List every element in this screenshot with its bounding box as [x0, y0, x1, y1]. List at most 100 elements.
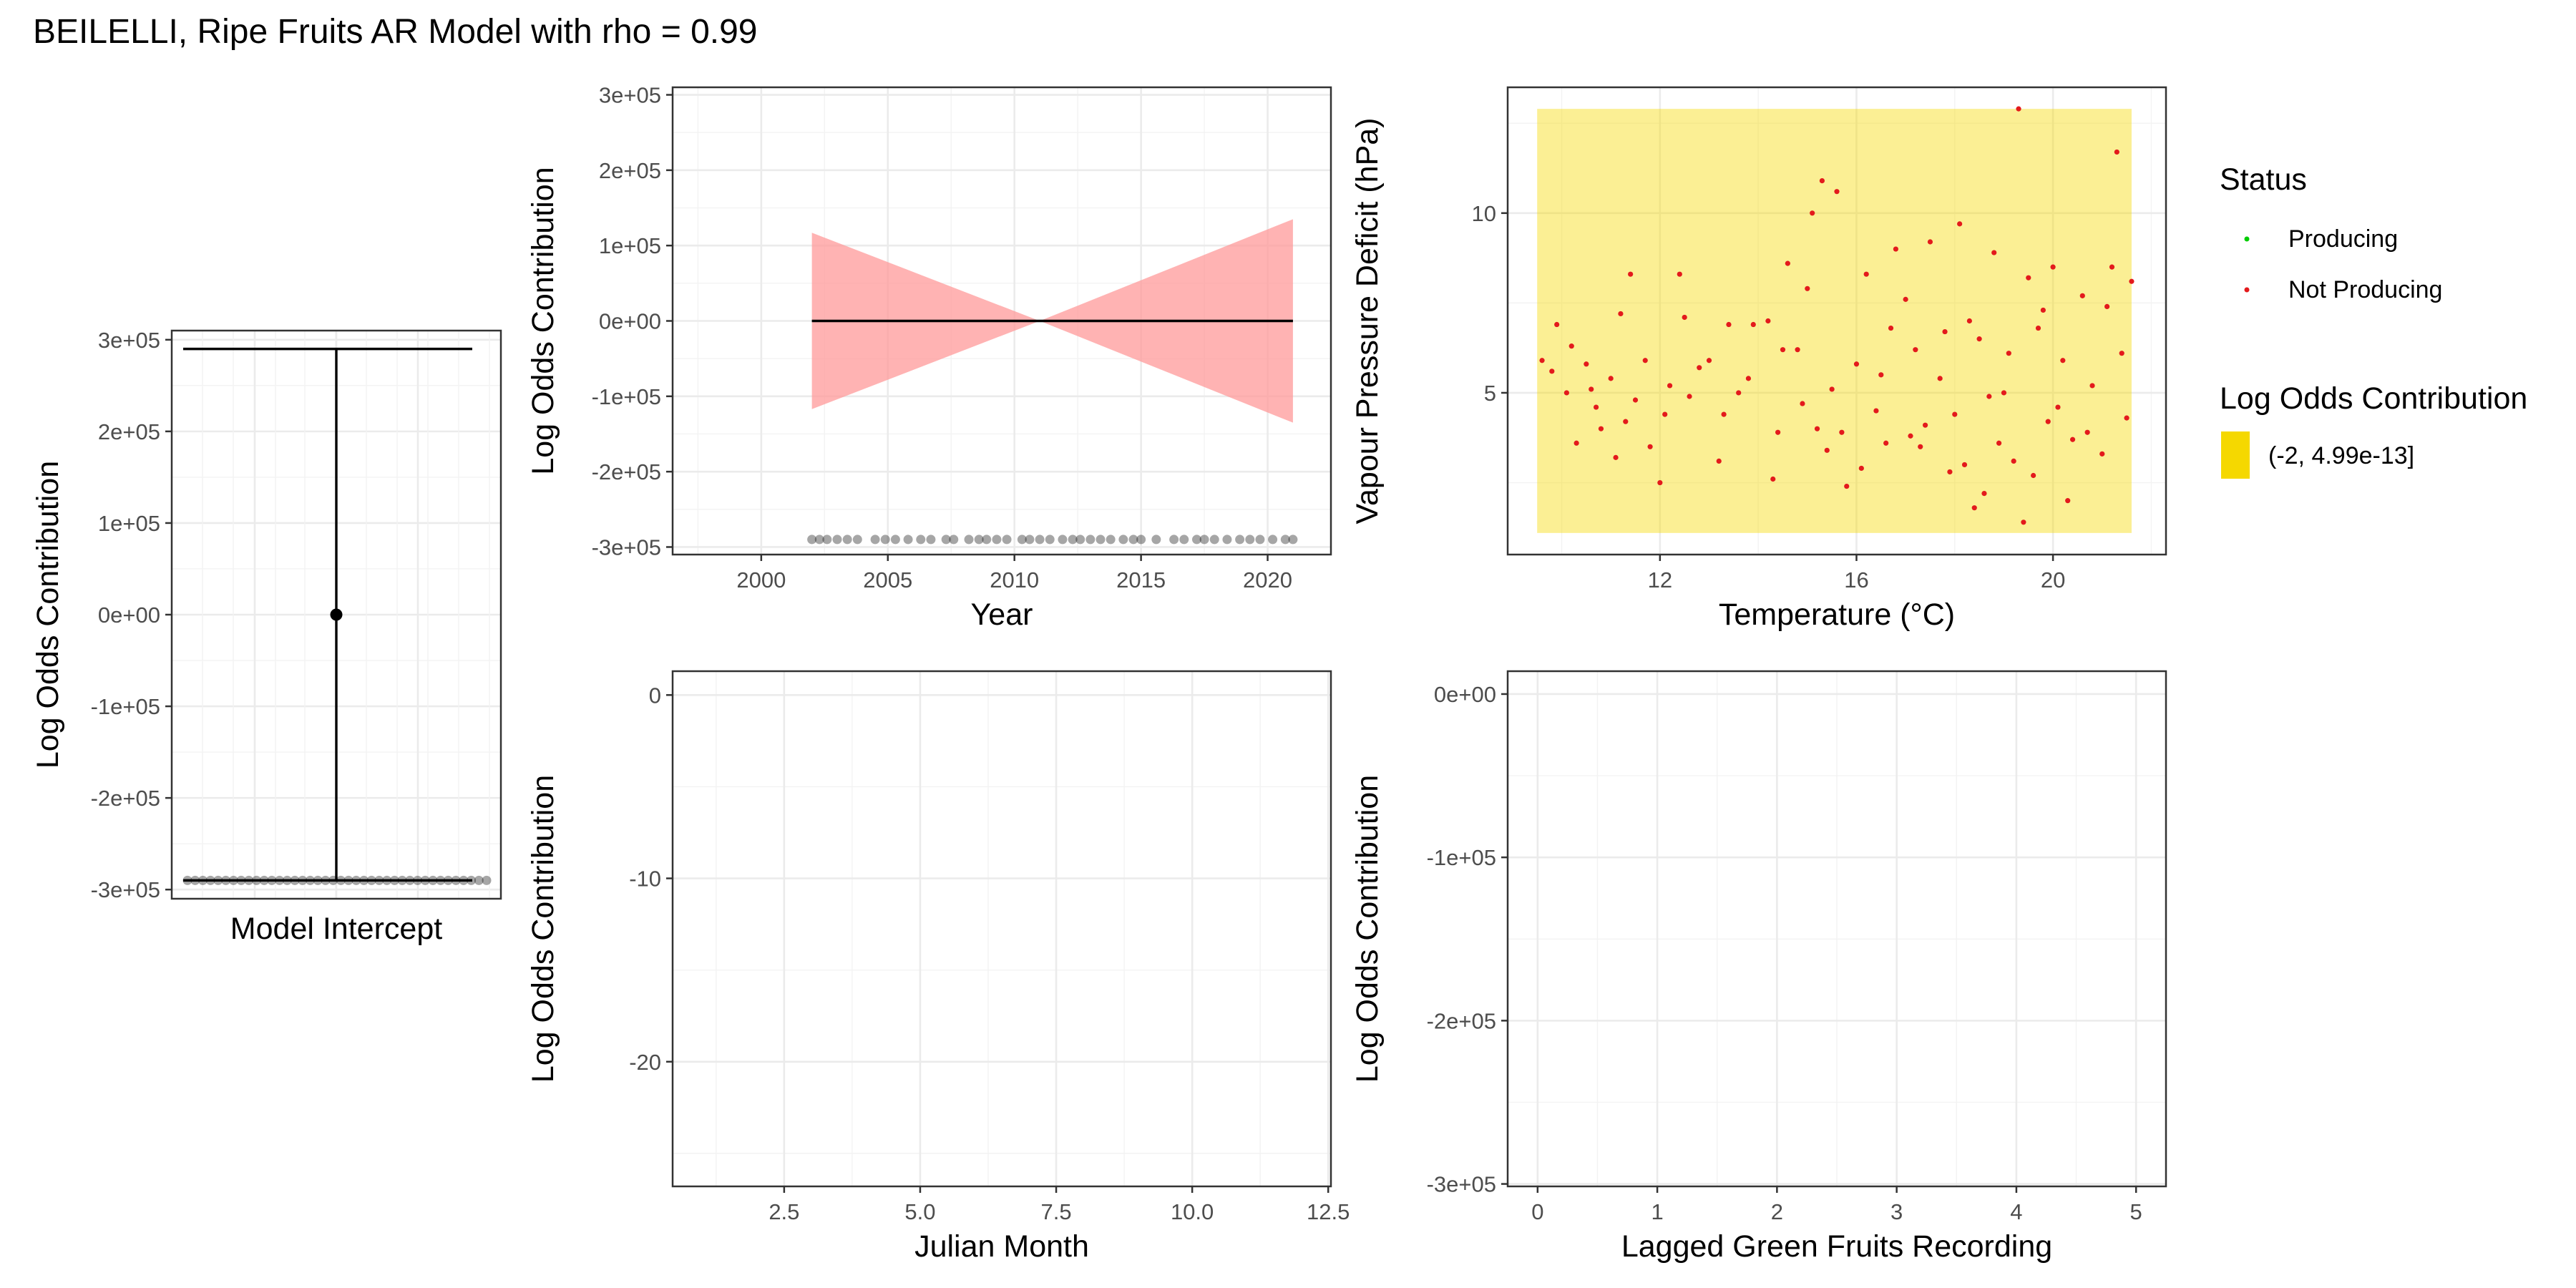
panel-temperature: 5 10 12 16 20 Temperature (°C) Vapour Pressure…: [1350, 86, 2167, 632]
rug-point: [1151, 535, 1161, 545]
legend-fill-label: (-2, 4.99e-13]: [2268, 442, 2414, 469]
x-axis-label: Temperature (°C): [1719, 597, 1955, 632]
scatter-point-not-producing: [1549, 369, 1555, 374]
rug-point: [1017, 535, 1027, 545]
x-tick-label: 7.5: [1040, 1199, 1071, 1224]
scatter-point-not-producing: [1824, 447, 1830, 453]
scatter-point-not-producing: [1539, 358, 1545, 364]
rug-point: [832, 535, 842, 545]
scatter-point-not-producing: [1996, 440, 2002, 446]
scatter-point-not-producing: [1642, 358, 1648, 364]
scatter-point-not-producing: [1805, 286, 1810, 291]
scatter-point-not-producing: [1918, 444, 1923, 449]
y-tick-label: 5: [1484, 381, 1496, 406]
scatter-point-not-producing: [1682, 314, 1687, 321]
rug-point: [880, 535, 890, 545]
y-tick-label: -3e+05: [592, 535, 661, 560]
scatter-point-not-producing: [1745, 376, 1752, 381]
rug-point: [1128, 535, 1138, 545]
scatter-point-not-producing: [2050, 264, 2056, 270]
scatter-point-not-producing: [1819, 178, 1825, 184]
y-tick-label: 0e+00: [599, 309, 661, 334]
rug-point: [1058, 535, 1068, 545]
panel-julian-background: [673, 671, 1331, 1186]
x-tick-label: 1: [1651, 1199, 1663, 1224]
scatter-point-not-producing: [1927, 239, 1933, 245]
y-tick-label: -2e+05: [592, 459, 661, 484]
x-tick-label: 10.0: [1171, 1199, 1214, 1224]
rug-point: [890, 535, 900, 545]
scatter-point-not-producing: [1726, 321, 1732, 328]
rug-point: [822, 535, 832, 545]
estimate-point: [330, 608, 343, 621]
scatter-point-not-producing: [1721, 411, 1727, 417]
scatter-point-not-producing: [1810, 210, 1815, 216]
scatter-point-not-producing: [2099, 451, 2105, 457]
scatter-point-not-producing: [1736, 390, 1742, 396]
y-axis-label: Log Odds Contribution: [31, 461, 65, 769]
rug-point: [1025, 535, 1035, 545]
legend-fill-key: [2221, 431, 2250, 479]
rug-point: [1085, 535, 1096, 545]
rug-point: [474, 875, 484, 885]
scatter-point-not-producing: [1785, 260, 1790, 266]
scatter-point-not-producing: [1598, 426, 1604, 431]
rug-point: [1235, 535, 1245, 545]
x-tick-label: 2015: [1116, 567, 1166, 592]
scatter-point-not-producing: [2124, 415, 2129, 421]
rug-point: [1002, 535, 1012, 545]
y-tick-label: -1e+05: [91, 694, 160, 719]
legend-status-key-not-producing: [2244, 287, 2250, 293]
y-tick-label: 3e+05: [599, 83, 661, 108]
scatter-point-not-producing: [1657, 479, 1663, 486]
rug-point: [974, 535, 984, 545]
scatter-point-not-producing: [2089, 383, 2095, 389]
scatter-point-not-producing: [1662, 411, 1668, 417]
scatter-point-not-producing: [1908, 433, 1913, 439]
scatter-point-not-producing: [1942, 328, 1948, 335]
panel-julian-border: [671, 670, 1332, 1188]
scatter-point-not-producing: [2084, 429, 2090, 435]
rug-point: [1288, 535, 1298, 545]
scatter-point-not-producing: [2011, 458, 2016, 464]
rug-point: [1222, 535, 1232, 545]
scatter-point-not-producing: [1795, 347, 1800, 353]
x-tick-label: 2000: [736, 567, 786, 592]
rug-point: [903, 535, 913, 545]
rug-point: [982, 535, 992, 545]
scatter-point-not-producing: [1873, 408, 1879, 414]
rug-point: [1045, 535, 1055, 545]
y-tick-label: -20: [629, 1050, 661, 1075]
x-tick-label: 3: [1890, 1199, 1903, 1224]
scatter-point-not-producing: [1775, 429, 1781, 435]
rug-point: [916, 535, 926, 545]
scatter-point-not-producing: [2001, 390, 2007, 396]
y-tick-label: -10: [629, 867, 661, 892]
scatter-point-not-producing: [2035, 325, 2041, 331]
x-axis-label: Julian Month: [914, 1229, 1089, 1264]
scatter-point-not-producing: [2021, 519, 2026, 525]
x-tick-label: 2005: [863, 567, 912, 592]
rug-point: [1096, 535, 1106, 545]
scatter-point-not-producing: [1888, 325, 1894, 331]
x-tick-label: 12.5: [1307, 1199, 1350, 1224]
scatter-point-not-producing: [1829, 386, 1835, 392]
scatter-point-not-producing: [1883, 440, 1889, 446]
scatter-point-not-producing: [2045, 419, 2051, 424]
x-tick-label: 0: [1531, 1199, 1543, 1224]
x-tick-label: 2020: [1243, 567, 1292, 592]
scatter-point-not-producing: [1618, 311, 1624, 317]
rug-point: [992, 535, 1002, 545]
x-axis-label: Model Intercept: [230, 912, 442, 946]
y-tick-label: -2e+05: [91, 786, 160, 811]
scatter-point-not-producing: [1800, 401, 1805, 406]
x-axis-label: Year: [971, 597, 1033, 632]
y-axis-label: Log Odds Contribution: [1350, 775, 1385, 1083]
scatter-point-not-producing: [1981, 491, 1987, 497]
x-tick-label: 20: [2041, 567, 2065, 592]
scatter-point-not-producing: [1770, 476, 1776, 482]
rug-point: [1209, 535, 1219, 545]
rug-point: [482, 875, 492, 885]
rug-point: [1280, 535, 1290, 545]
panel-julian-month: 0 -10 -20 2.5 5.0 7.5 10.0 12.5 Julian Month Log …: [526, 670, 1350, 1264]
